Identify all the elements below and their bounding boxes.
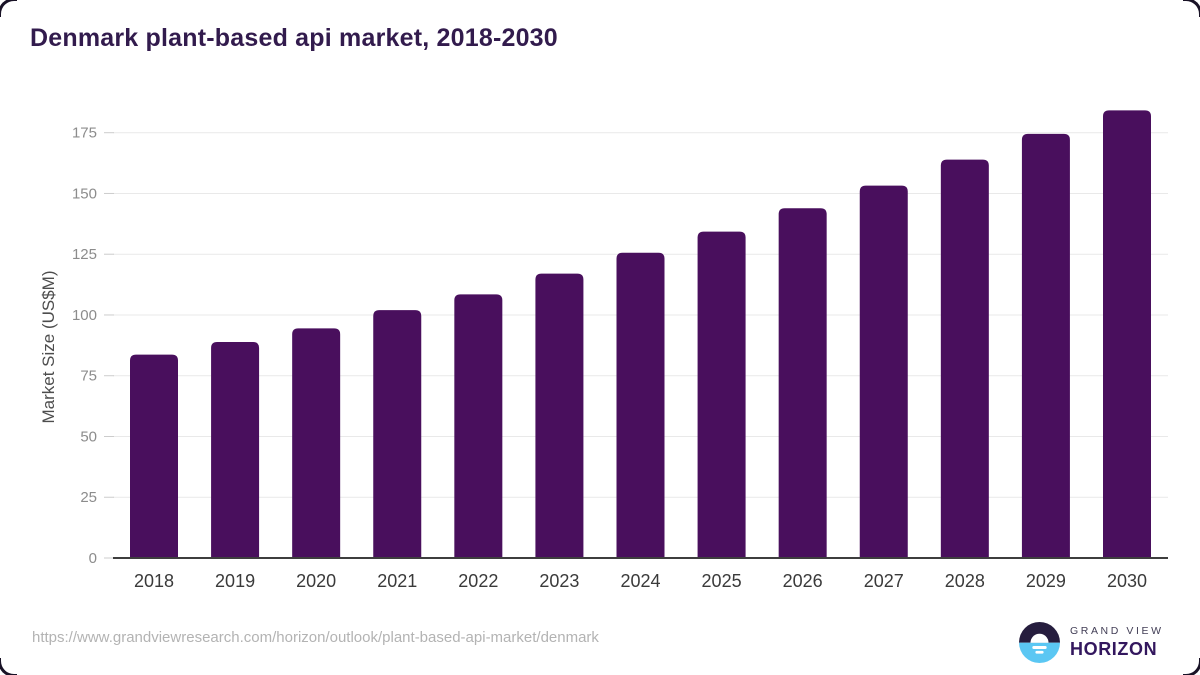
bar-2018[interactable] xyxy=(130,354,178,558)
y-tick-label: 175 xyxy=(72,125,97,142)
y-tick-label: 100 xyxy=(72,307,97,324)
y-tick-label: 0 xyxy=(89,550,97,567)
bar-2029[interactable] xyxy=(1021,133,1070,558)
bar-2019[interactable] xyxy=(211,341,260,558)
bar-2021[interactable] xyxy=(373,310,422,558)
logo-grand-view-text: GRAND VIEW xyxy=(1070,625,1164,637)
bar-2028[interactable] xyxy=(940,159,989,558)
x-tick-label-2029: 2029 xyxy=(1026,571,1066,591)
x-tick-label-2021: 2021 xyxy=(377,571,417,591)
chart-title: Denmark plant-based api market, 2018-203… xyxy=(30,24,558,52)
x-tick-label-2030: 2030 xyxy=(1107,571,1147,591)
source-url: https://www.grandviewresearch.com/horizo… xyxy=(32,629,599,646)
x-tick-label-2026: 2026 xyxy=(783,571,823,591)
x-tick-label-2024: 2024 xyxy=(620,571,660,591)
grand-view-horizon-logo: GRAND VIEW HORIZON xyxy=(1019,622,1164,663)
x-tick-label-2025: 2025 xyxy=(702,571,742,591)
y-tick-label: 150 xyxy=(72,185,97,202)
y-tick-label: 50 xyxy=(80,428,97,445)
bar-2026[interactable] xyxy=(778,208,827,558)
x-tick-label-2019: 2019 xyxy=(215,571,255,591)
y-tick-label: 75 xyxy=(80,368,97,385)
bar-2020[interactable] xyxy=(292,328,341,558)
logo-wordmark: GRAND VIEW HORIZON xyxy=(1070,625,1164,660)
bar-2025[interactable] xyxy=(697,231,746,559)
bar-2030[interactable] xyxy=(1103,110,1151,558)
x-tick-label-2020: 2020 xyxy=(296,571,336,591)
horizon-sunrise-icon xyxy=(1019,622,1060,663)
x-tick-label-2028: 2028 xyxy=(945,571,985,591)
bar-2022[interactable] xyxy=(454,294,503,558)
bar-2027[interactable] xyxy=(859,185,908,558)
x-tick-label-2018: 2018 xyxy=(134,571,174,591)
x-tick-label-2023: 2023 xyxy=(539,571,579,591)
bar-2023[interactable] xyxy=(535,273,584,558)
x-tick-label-2022: 2022 xyxy=(458,571,498,591)
bar-2024[interactable] xyxy=(616,252,665,559)
y-tick-label: 25 xyxy=(80,489,97,506)
logo-horizon-text: HORIZON xyxy=(1070,639,1158,659)
x-tick-label-2027: 2027 xyxy=(864,571,904,591)
y-tick-label: 125 xyxy=(72,246,97,263)
